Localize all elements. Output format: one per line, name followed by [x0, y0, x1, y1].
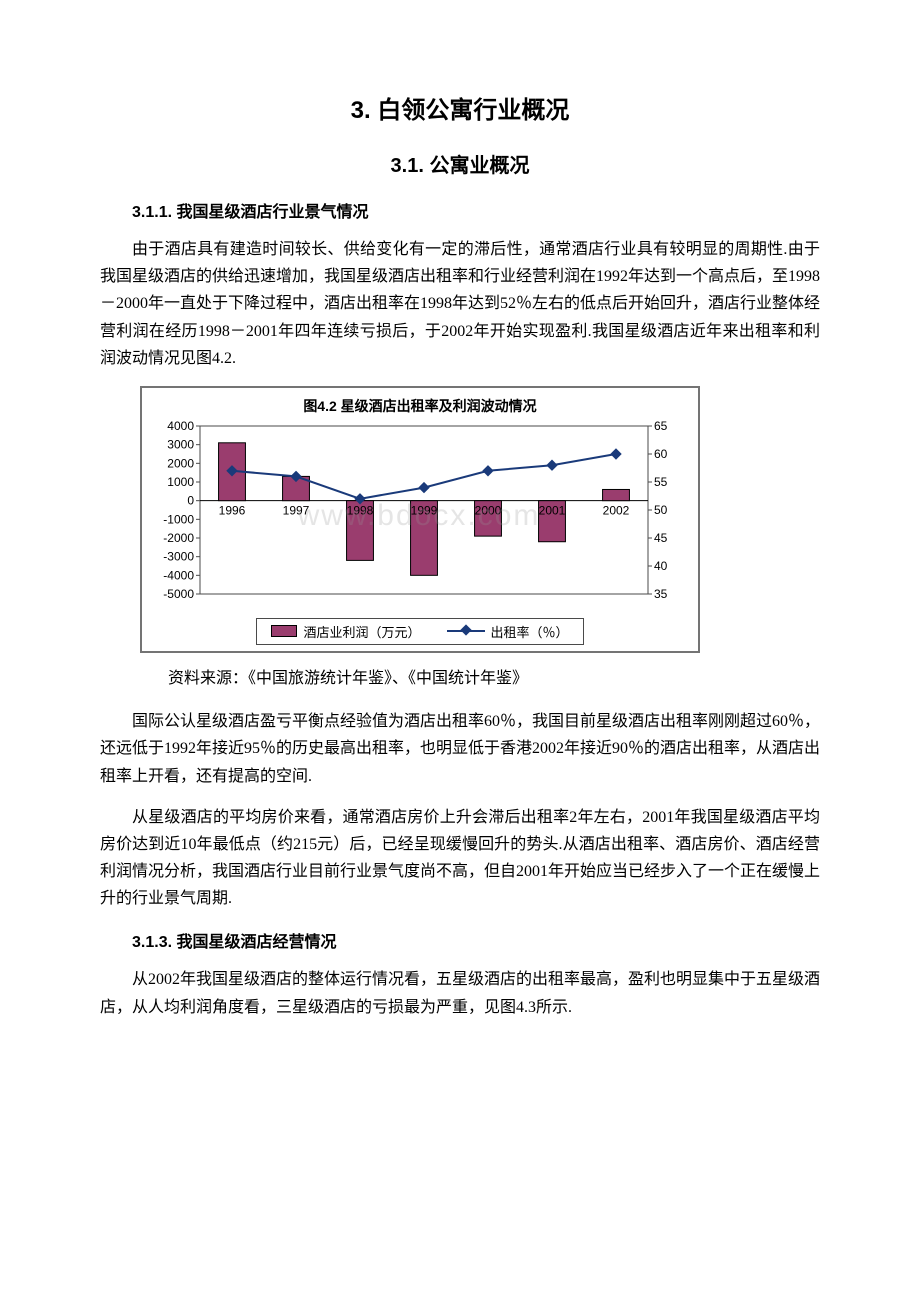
- svg-text:0: 0: [187, 494, 194, 508]
- svg-text:2000: 2000: [167, 456, 194, 470]
- svg-text:1000: 1000: [167, 475, 194, 489]
- svg-text:40: 40: [654, 559, 668, 573]
- paragraph-2: 国际公认星级酒店盈亏平衡点经验值为酒店出租率60％，我国目前星级酒店出租率刚刚超…: [100, 708, 820, 790]
- paragraph-3: 从星级酒店的平均房价来看，通常酒店房价上升会滞后出租率2年左右，2001年我国星…: [100, 804, 820, 913]
- chart-title: 图4.2 星级酒店出租率及利润波动情况: [152, 396, 688, 416]
- svg-text:60: 60: [654, 447, 668, 461]
- svg-text:-3000: -3000: [163, 550, 194, 564]
- svg-text:-5000: -5000: [163, 587, 194, 601]
- svg-text:4000: 4000: [167, 420, 194, 433]
- svg-text:1998: 1998: [347, 504, 374, 518]
- legend-line-swatch: [447, 624, 485, 638]
- legend-bar-label: 酒店业利润（万元）: [303, 622, 420, 641]
- legend-line-label: 出租率（％）: [491, 622, 569, 641]
- chart-svg: -5000 -4000 -3000 -2000 -1000 0 1000 2000 3000 40…: [152, 420, 686, 612]
- svg-text:2002: 2002: [603, 504, 630, 518]
- chart-legend: 酒店业利润（万元） 出租率（％）: [152, 618, 688, 645]
- chart-source: 资料来源：《中国旅游统计年鉴》、《中国统计年鉴》: [168, 665, 820, 692]
- subsection-title-3-1-1: 3.1.1. 我国星级酒店行业景气情况: [132, 198, 820, 222]
- legend-item-bar: 酒店业利润（万元）: [271, 622, 420, 641]
- svg-text:3000: 3000: [167, 438, 194, 452]
- svg-text:-1000: -1000: [163, 512, 194, 526]
- section-title-h2: 3.1. 公寓业概况: [100, 149, 820, 178]
- paragraph-1: 由于酒店具有建造时间较长、供给变化有一定的滞后性，通常酒店行业具有较明显的周期性…: [100, 236, 820, 372]
- svg-text:2001: 2001: [539, 504, 566, 518]
- svg-text:50: 50: [654, 503, 668, 517]
- svg-text:-4000: -4000: [163, 568, 194, 582]
- chart-plot-area: -5000 -4000 -3000 -2000 -1000 0 1000 2000 3000 40…: [152, 420, 686, 612]
- svg-text:55: 55: [654, 475, 668, 489]
- legend-item-line: 出租率（％）: [447, 622, 569, 641]
- svg-text:1999: 1999: [411, 504, 438, 518]
- svg-text:35: 35: [654, 587, 668, 601]
- chart-figure-4-2: 图4.2 星级酒店出租率及利润波动情况 -5000 -4000 -3000 -2000…: [140, 386, 700, 653]
- paragraph-4: 从2002年我国星级酒店的整体运行情况看，五星级酒店的出租率最高，盈利也明显集中…: [100, 966, 820, 1020]
- svg-text:2000: 2000: [475, 504, 502, 518]
- svg-text:1996: 1996: [219, 504, 246, 518]
- svg-text:-2000: -2000: [163, 531, 194, 545]
- svg-text:1997: 1997: [283, 504, 310, 518]
- svg-text:45: 45: [654, 531, 668, 545]
- page-title-h1: 3. 白领公寓行业概况: [100, 90, 820, 125]
- legend-bar-swatch: [271, 625, 297, 637]
- subsection-title-3-1-3: 3.1.3. 我国星级酒店经营情况: [132, 928, 820, 952]
- svg-text:65: 65: [654, 420, 668, 433]
